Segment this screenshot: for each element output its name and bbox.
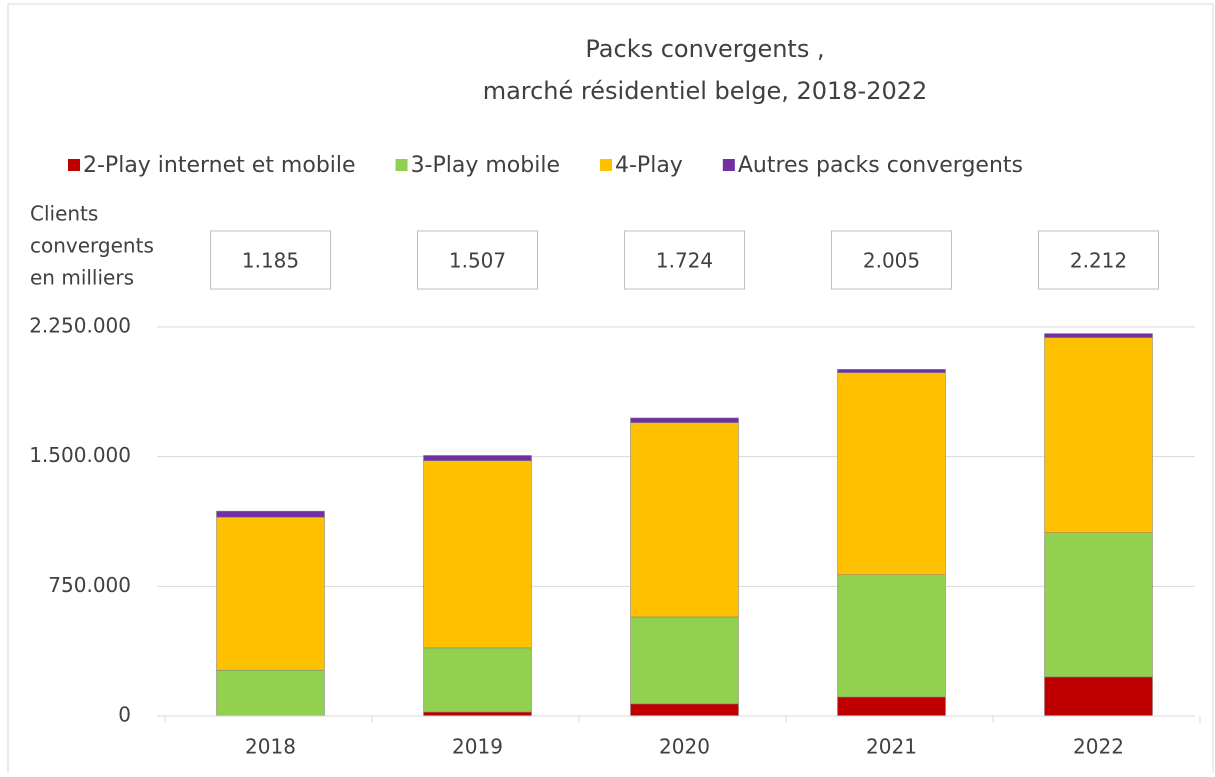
annotation: 2.005 bbox=[863, 249, 920, 273]
annotation: 1.724 bbox=[656, 249, 713, 273]
bar-segment bbox=[631, 617, 739, 704]
bar-segment bbox=[217, 670, 325, 715]
y-tick-label: 2.250.000 bbox=[29, 314, 131, 338]
legend-swatch bbox=[68, 159, 80, 171]
legend-label: 3-Play mobile bbox=[411, 153, 560, 178]
bar-segment bbox=[1045, 677, 1153, 716]
legend-label: 2-Play internet et mobile bbox=[83, 153, 356, 178]
annotation: 2.212 bbox=[1070, 249, 1127, 273]
bar-segment bbox=[631, 418, 739, 423]
x-tick-label: 2020 bbox=[659, 735, 710, 759]
legend-swatch bbox=[723, 159, 735, 171]
bar-segment bbox=[1045, 334, 1153, 338]
legend-label: Autres packs convergents bbox=[738, 153, 1023, 178]
bar-segment bbox=[1045, 338, 1153, 533]
annotation-title: en milliers bbox=[30, 266, 134, 290]
bar-segment bbox=[838, 369, 946, 372]
bar-segment bbox=[424, 712, 532, 716]
bar-segment bbox=[838, 575, 946, 697]
legend-swatch bbox=[600, 159, 612, 171]
bar-segment bbox=[1045, 533, 1153, 677]
chart-title: Packs convergents , bbox=[585, 35, 824, 63]
annotation-title: convergents bbox=[30, 234, 154, 258]
y-tick-label: 750.000 bbox=[48, 573, 131, 597]
bar-segment bbox=[217, 511, 325, 517]
bar-segment bbox=[631, 423, 739, 617]
bar-segment bbox=[631, 704, 739, 716]
x-tick-label: 2018 bbox=[245, 735, 296, 759]
bar-segment bbox=[424, 648, 532, 712]
y-tick-label: 0 bbox=[118, 703, 131, 727]
chart-subtitle: marché résidentiel belge, 2018-2022 bbox=[483, 77, 928, 105]
x-tick-label: 2019 bbox=[452, 735, 503, 759]
bar-segment bbox=[838, 697, 946, 716]
bar-segment bbox=[838, 373, 946, 575]
bar-segment bbox=[424, 461, 532, 648]
annotation: 1.185 bbox=[242, 249, 299, 273]
annotation: 1.507 bbox=[449, 249, 506, 273]
y-tick-label: 1.500.000 bbox=[29, 443, 131, 467]
bar-segment bbox=[217, 517, 325, 670]
annotation-title: Clients bbox=[30, 202, 98, 226]
legend-swatch bbox=[396, 159, 408, 171]
bar-segment bbox=[424, 455, 532, 460]
chart-border bbox=[8, 4, 1213, 773]
x-tick-label: 2021 bbox=[866, 735, 917, 759]
x-tick-label: 2022 bbox=[1073, 735, 1124, 759]
legend-label: 4-Play bbox=[615, 153, 683, 178]
